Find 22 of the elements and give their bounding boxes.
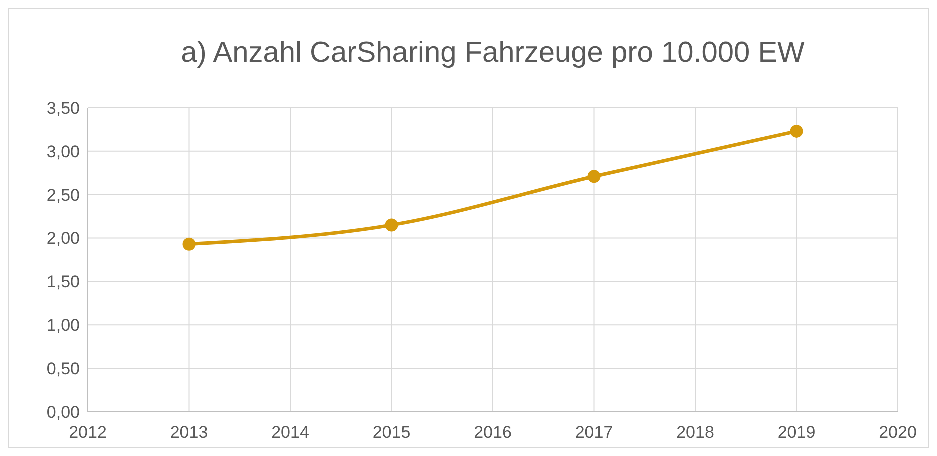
y-tick-label: 3,00 — [46, 142, 80, 162]
y-tick-label: 1,00 — [46, 316, 80, 336]
x-tick-label: 2013 — [170, 423, 208, 442]
y-tick-label: 0,50 — [46, 360, 80, 379]
point — [182, 238, 196, 251]
y-tick-label: 1,50 — [46, 272, 80, 292]
x-tick-label: 2019 — [778, 423, 816, 442]
y-tick-label: 2,00 — [46, 229, 80, 248]
x-tick-label: 2020 — [879, 423, 917, 442]
x-tick-label: 2018 — [676, 423, 714, 442]
point — [385, 218, 398, 232]
y-tick-label: 0,00 — [46, 402, 80, 422]
y-tick-label: 3,50 — [46, 98, 80, 118]
x-tick-label: 2014 — [272, 423, 310, 442]
point — [790, 124, 804, 138]
point — [588, 170, 601, 184]
x-tick-label: 2017 — [575, 423, 614, 442]
y-tick-label: 2,50 — [46, 186, 80, 205]
x-tick-label: 2012 — [69, 423, 107, 442]
x-tick-label: 2015 — [372, 423, 411, 442]
chart-title: a) Anzahl CarSharing Fahrzeuge pro 10.000 EW — [181, 37, 806, 69]
x-tick-label: 2016 — [474, 423, 512, 442]
